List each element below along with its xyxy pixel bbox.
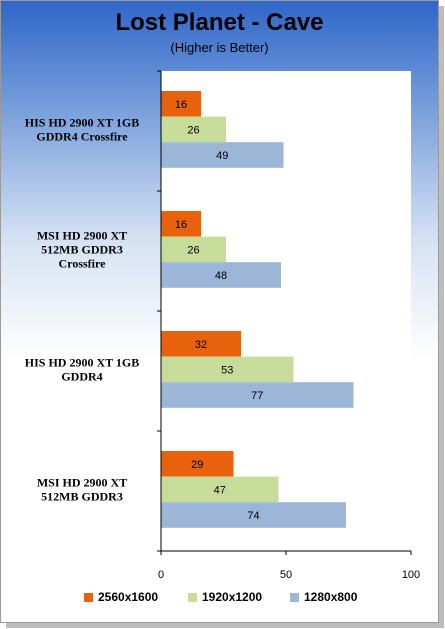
bar [161, 331, 241, 357]
legend-swatch [290, 592, 299, 602]
legend-item: 1920x1200 [188, 590, 262, 604]
bar-value-label: 74 [247, 510, 259, 522]
bar-value-label: 32 [195, 339, 207, 351]
bar-value-label: 26 [187, 124, 199, 136]
bar [161, 262, 281, 288]
bar-value-label: 16 [175, 219, 187, 231]
bar [161, 451, 234, 477]
x-tick-label: 50 [280, 569, 292, 581]
category-label: 512MB GDDR3 [41, 489, 123, 503]
category-label: HIS HD 2900 XT 1GB [25, 115, 139, 129]
legend-label: 1920x1200 [202, 590, 263, 604]
bar [161, 356, 294, 383]
bar [161, 236, 226, 263]
bar [161, 142, 284, 168]
legend-item: 1280x800 [290, 590, 357, 604]
bar [161, 502, 346, 528]
bar [161, 211, 201, 237]
category-label: GDDR4 Crossfire [36, 129, 128, 143]
bar [161, 116, 226, 143]
x-tick-label: 100 [402, 569, 420, 581]
frame-shadow-right [439, 6, 444, 623]
category-label: Crossfire [59, 256, 107, 270]
bar [161, 91, 201, 117]
category-label: HIS HD 2900 XT 1GB [25, 355, 139, 369]
legend-item: 2560x1600 [84, 590, 158, 604]
chart-subtitle: (Higher is Better) [170, 40, 269, 55]
bar-value-label: 48 [215, 270, 227, 282]
bar [161, 382, 354, 408]
legend-swatch [84, 592, 93, 602]
frame-shadow-bottom [6, 623, 444, 628]
legend-swatch [188, 592, 197, 602]
category-label: GDDR4 [61, 369, 102, 383]
bar-value-label: 47 [214, 484, 226, 496]
bar-value-label: 49 [216, 150, 228, 162]
chart-title: Lost Planet - Cave [115, 9, 324, 36]
legend-label: 1280x800 [304, 590, 358, 604]
chart-frame: Lost Planet - Cave (Higher is Better) 16… [0, 0, 439, 623]
bar-value-label: 77 [251, 390, 263, 402]
bar-value-label: 26 [187, 244, 199, 256]
bar-value-label: 29 [191, 459, 203, 471]
chart-legend: 2560x1600 1920x1200 1280x800 [1, 590, 438, 610]
bar-value-label: 53 [221, 364, 233, 376]
x-tick-label: 0 [158, 569, 164, 581]
bar [161, 476, 279, 503]
legend-label: 2560x1600 [98, 590, 159, 604]
bar-value-label: 16 [175, 99, 187, 111]
category-label: MSI HD 2900 XT [37, 475, 127, 489]
category-label: MSI HD 2900 XT [37, 228, 127, 242]
category-label: 512MB GDDR3 [41, 242, 123, 256]
